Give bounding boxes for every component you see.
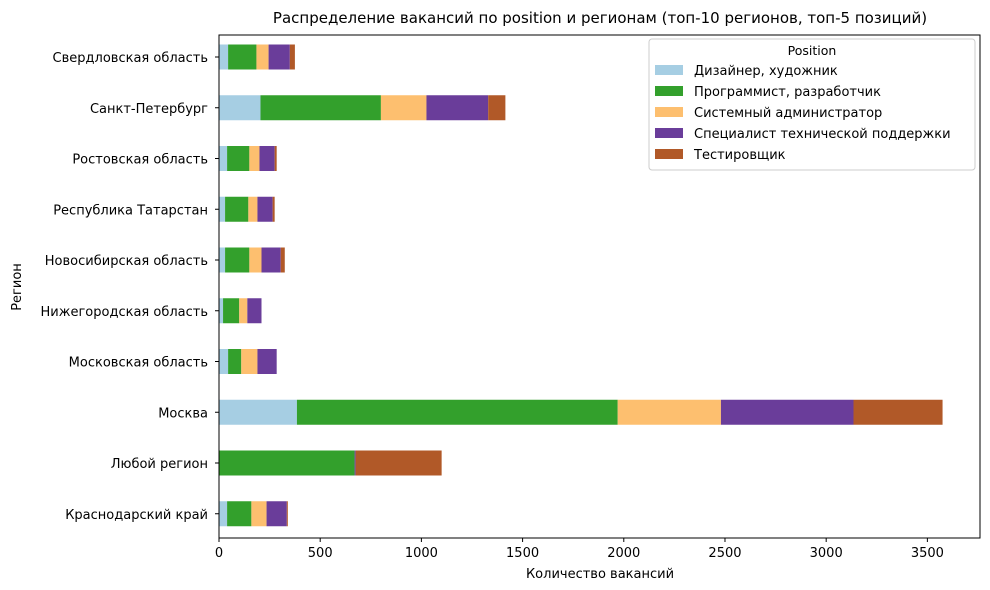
bar-московская-область-series-0 [219, 349, 229, 374]
legend-label-3: Специалист технической поддержки [694, 127, 951, 142]
bar-новосибирская-область-series-2 [249, 247, 262, 273]
bar-краснодарский-край-series-1 [227, 501, 252, 527]
legend-swatch-0 [655, 65, 683, 75]
y-tick-label: Любой регион [111, 457, 208, 472]
bar-свердловская-область-series-1 [228, 44, 257, 70]
bar-краснодарский-край-series-0 [219, 501, 228, 527]
legend-swatch-3 [655, 128, 683, 138]
legend-swatch-2 [655, 107, 683, 117]
bar-республика-татарстан-series-0 [219, 196, 226, 222]
y-axis-label: Регион [10, 263, 25, 311]
y-tick-label: Москва [158, 406, 208, 421]
bar-санкт-петербург-series-4 [488, 95, 506, 121]
bar-ростовская-область-series-0 [219, 146, 228, 171]
bar-санкт-петербург-series-2 [380, 95, 427, 121]
x-axis-label: Количество вакансий [526, 567, 674, 582]
bar-нижегородская-область-series-2 [239, 298, 248, 324]
bar-московская-область-series-3 [257, 349, 277, 374]
x-tick-label: 2500 [708, 546, 741, 561]
bar-санкт-петербург-series-3 [426, 95, 489, 121]
legend-title: Position [788, 43, 837, 58]
y-tick-label: Московская область [69, 356, 208, 371]
bar-новосибирская-область-series-4 [280, 247, 285, 273]
legend-label-4: Тестировщик [693, 148, 786, 163]
bars-group [219, 44, 943, 527]
bar-санкт-петербург-series-0 [219, 95, 261, 121]
bar-республика-татарстан-series-3 [257, 196, 273, 222]
y-axis-ticks: Краснодарский край Любой регион Москва Моск… [41, 51, 219, 523]
bar-ростовская-область-series-4 [274, 146, 277, 171]
bar-республика-татарстан-series-1 [225, 196, 249, 222]
bar-краснодарский-край-series-4 [286, 501, 288, 527]
y-tick-label: Краснодарский край [65, 508, 208, 523]
bar-свердловская-область-series-3 [268, 44, 290, 70]
bar-ростовская-область-series-3 [259, 146, 275, 171]
legend-swatch-1 [655, 86, 683, 96]
legend-label-2: Системный администратор [694, 106, 882, 121]
bar-любой-регион-series-1 [219, 450, 355, 476]
x-tick-label: 0 [215, 546, 223, 561]
x-tick-label: 500 [308, 546, 333, 561]
bar-республика-татарстан-series-4 [272, 196, 275, 222]
bar-свердловская-область-series-2 [256, 44, 269, 70]
x-tick-label: 2000 [607, 546, 640, 561]
bar-москва-series-0 [219, 399, 297, 425]
y-tick-label: Новосибирская область [45, 254, 208, 269]
bar-любой-регион-series-4 [355, 450, 442, 476]
bar-москва-series-2 [617, 399, 721, 425]
bar-ростовская-область-series-2 [249, 146, 260, 171]
bar-санкт-петербург-series-1 [260, 95, 381, 121]
y-tick-label: Нижегородская область [41, 305, 208, 320]
y-tick-label: Республика Татарстан [53, 203, 208, 218]
plot-frame [218, 34, 981, 539]
chart-title: Распределение вакансий по position и рег… [273, 9, 927, 27]
legend: Position Дизайнер, художник Программист, … [648, 38, 976, 171]
x-tick-label: 1000 [405, 546, 438, 561]
bar-москва-series-4 [853, 399, 943, 425]
x-tick-label: 3500 [911, 546, 944, 561]
x-axis-ticks: 0 500 1000 1500 2000 2500 3000 3500 [215, 538, 944, 561]
y-tick-label: Свердловская область [53, 51, 208, 66]
bar-нижегородская-область-series-1 [223, 298, 240, 324]
bar-новосибирская-область-series-1 [225, 247, 250, 273]
x-tick-label: 1500 [506, 546, 539, 561]
bar-новосибирская-область-series-0 [219, 247, 226, 273]
legend-box [648, 38, 976, 171]
bar-свердловская-область-series-0 [219, 44, 229, 70]
legend-items: Дизайнер, художник Программист, разработч… [655, 64, 951, 163]
bar-москва-series-3 [720, 399, 854, 425]
bar-республика-татарстан-series-2 [248, 196, 258, 222]
x-tick-label: 3000 [810, 546, 843, 561]
y-tick-label: Санкт-Петербург [90, 102, 208, 117]
legend-swatch-4 [655, 149, 683, 159]
bar-любой-регион-series-3 [354, 450, 356, 476]
bar-краснодарский-край-series-2 [251, 501, 267, 527]
bar-краснодарский-край-series-3 [266, 501, 287, 527]
y-tick-label: Ростовская область [72, 153, 208, 168]
bar-московская-область-series-1 [228, 349, 242, 374]
bar-московская-область-series-2 [241, 349, 258, 374]
bar-свердловская-область-series-4 [289, 44, 295, 70]
bar-новосибирская-область-series-3 [261, 247, 281, 273]
bar-ростовская-область-series-1 [227, 146, 250, 171]
bar-москва-series-1 [296, 399, 618, 425]
legend-label-1: Программист, разработчик [694, 85, 881, 100]
bar-нижегородская-область-series-0 [219, 298, 224, 324]
bar-нижегородская-область-series-3 [247, 298, 262, 324]
legend-label-0: Дизайнер, художник [694, 64, 838, 79]
